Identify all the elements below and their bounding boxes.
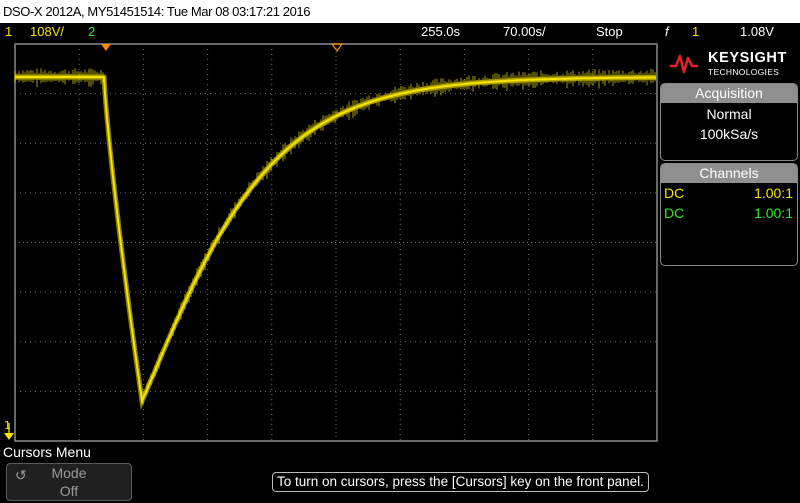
menu-title: Cursors Menu	[3, 444, 91, 460]
ch2-coupling: DC	[664, 205, 685, 221]
trigger-edge-icon: f	[665, 24, 669, 39]
keysight-logo: KEYSIGHT TECHNOLOGIES	[660, 42, 800, 82]
trigger-position-marker[interactable]	[101, 44, 111, 51]
time-scale[interactable]: 70.00s/	[503, 24, 546, 39]
hint-text: To turn on cursors, press the [Cursors] …	[277, 474, 644, 489]
channels-title: Channels	[661, 164, 797, 183]
delay-reference-marker	[330, 43, 344, 53]
run-state[interactable]: Stop	[596, 24, 623, 39]
ch1-scale[interactable]: 108V/	[30, 24, 64, 39]
ch1-coupling: DC	[664, 185, 685, 201]
ground-arrow-icon	[4, 423, 14, 440]
ch1-probe: 1.00:1	[754, 185, 793, 201]
title-bar: DSO-X 2012A, MY51451514: Tue Mar 08 03:1…	[0, 0, 800, 23]
rotate-knob-icon: ↺	[15, 467, 27, 483]
ch1-ground-marker[interactable]: 1	[3, 419, 15, 441]
hint-message: To turn on cursors, press the [Cursors] …	[272, 472, 649, 492]
acquisition-mode: Normal	[706, 106, 752, 122]
channel-2-row[interactable]: DC 1.00:1	[661, 203, 797, 223]
ch1-number[interactable]: 1	[5, 24, 13, 39]
ground-marker-label: 1	[4, 419, 11, 432]
waveform-display[interactable]	[14, 43, 658, 442]
channel-1-row[interactable]: DC 1.00:1	[661, 183, 797, 203]
logo-brand: KEYSIGHT	[708, 50, 787, 66]
acquisition-title: Acquisition	[661, 84, 797, 103]
keysight-wave-icon	[670, 54, 698, 74]
ch1-trace-noise	[14, 68, 656, 404]
softkey-value: Off	[59, 483, 79, 499]
ch2-number[interactable]: 2	[88, 24, 96, 39]
acquisition-rate: 100kSa/s	[699, 126, 759, 142]
softkey-label: Mode	[51, 465, 87, 481]
graticule	[15, 44, 657, 441]
mode-softkey[interactable]: ↺ Mode Off	[6, 463, 132, 501]
logo-sub: TECHNOLOGIES	[708, 67, 780, 77]
time-delay[interactable]: 255.0s	[421, 24, 461, 39]
ch2-probe: 1.00:1	[754, 205, 793, 221]
channels-panel[interactable]: Channels DC 1.00:1 DC 1.00:1	[660, 163, 798, 266]
trigger-level[interactable]: 1.08V	[740, 24, 774, 39]
trigger-source[interactable]: 1	[692, 24, 700, 39]
title-text: DSO-X 2012A, MY51451514: Tue Mar 08 03:1…	[3, 4, 311, 19]
status-bar: 1 108V/ 2 255.0s 70.00s/ Stop f 1 1.08V	[0, 23, 800, 41]
acquisition-panel[interactable]: Acquisition Normal 100kSa/s	[660, 83, 798, 161]
